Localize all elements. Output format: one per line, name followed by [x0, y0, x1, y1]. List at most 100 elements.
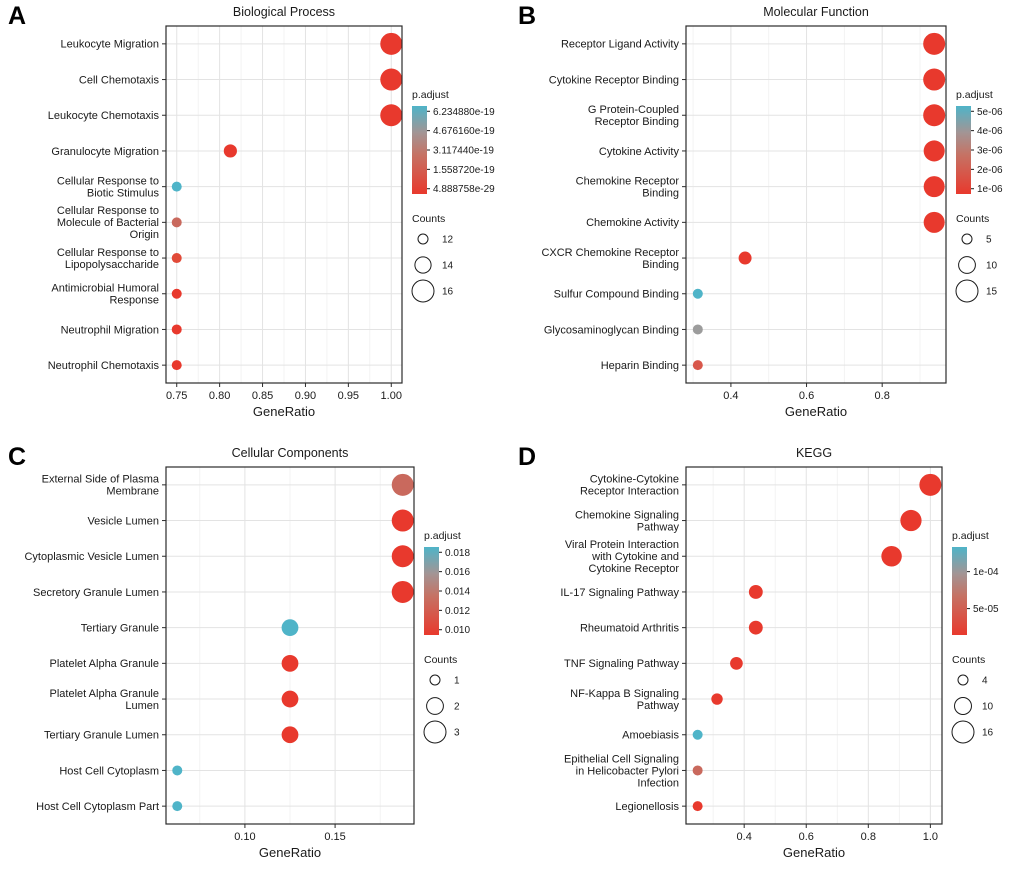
svg-text:Epithelial Cell Signaling: Epithelial Cell Signaling: [564, 753, 679, 765]
svg-text:GeneRatio: GeneRatio: [785, 404, 847, 419]
svg-text:Antimicrobial Humoral: Antimicrobial Humoral: [51, 283, 159, 295]
data-point: [391, 580, 414, 603]
svg-text:Legionellosis: Legionellosis: [615, 801, 679, 813]
svg-text:Leukocyte Chemotaxis: Leukocyte Chemotaxis: [48, 110, 160, 122]
data-point: [923, 176, 945, 198]
data-point: [171, 181, 182, 192]
svg-text:Tertiary Granule Lumen: Tertiary Granule Lumen: [44, 730, 159, 742]
counts-legend-bubble: [961, 233, 973, 245]
svg-text:Cytokine-Cytokine: Cytokine-Cytokine: [590, 474, 679, 486]
svg-text:0.8: 0.8: [861, 831, 876, 843]
axes: 0.75 0.80 0.85 0.90 0.95 1.00 Leukocyte Migrat…: [48, 39, 402, 402]
svg-text:GeneRatio: GeneRatio: [253, 404, 315, 419]
data-point: [281, 726, 299, 744]
gridlines: [166, 26, 402, 383]
data-point: [171, 360, 182, 371]
svg-text:1: 1: [454, 676, 460, 687]
counts-legend-bubble: [414, 256, 432, 274]
data-points: [692, 473, 942, 812]
data-point: [172, 765, 183, 776]
data-point: [171, 217, 182, 228]
svg-text:Leukocyte Migration: Leukocyte Migration: [61, 39, 159, 51]
data-point: [281, 619, 299, 637]
svg-text:15: 15: [986, 287, 998, 298]
svg-text:Granulocyte Migration: Granulocyte Migration: [51, 146, 159, 158]
data-point: [380, 68, 403, 91]
data-point: [919, 473, 942, 496]
padjust-colorbar: [424, 547, 439, 635]
svg-text:Receptor Ligand Activity: Receptor Ligand Activity: [561, 39, 680, 51]
svg-text:2e-06: 2e-06: [977, 165, 1003, 176]
svg-text:0.012: 0.012: [445, 606, 470, 617]
data-point: [738, 251, 752, 265]
svg-text:16: 16: [982, 728, 994, 739]
svg-text:0.6: 0.6: [799, 831, 814, 843]
counts-legend-bubble: [958, 256, 976, 274]
svg-text:Chemokine Receptor: Chemokine Receptor: [576, 175, 680, 187]
svg-text:External Side of Plasma: External Side of Plasma: [42, 474, 160, 486]
counts-legend-bubble: [423, 720, 447, 744]
svg-text:Cellular Components: Cellular Components: [232, 446, 349, 460]
data-point: [391, 545, 414, 568]
svg-text:p.adjust: p.adjust: [412, 89, 449, 101]
svg-text:Molecule of Bacterial: Molecule of Bacterial: [57, 217, 159, 229]
data-points: [171, 32, 403, 371]
svg-text:NF-Kappa B Signaling: NF-Kappa B Signaling: [570, 688, 679, 700]
svg-text:Cellular Response to: Cellular Response to: [57, 205, 159, 217]
svg-text:Cytokine Activity: Cytokine Activity: [599, 146, 680, 158]
data-points: [692, 32, 946, 371]
data-points: [172, 473, 414, 812]
svg-text:10: 10: [982, 702, 994, 713]
plot-border: [685, 25, 947, 384]
panel-label-a: A: [8, 2, 27, 30]
svg-text:Platelet Alpha Granule: Platelet Alpha Granule: [50, 688, 159, 700]
data-point: [881, 546, 902, 567]
data-point: [692, 288, 703, 299]
svg-text:Counts: Counts: [956, 213, 989, 225]
data-point: [923, 140, 945, 162]
svg-text:GeneRatio: GeneRatio: [259, 845, 321, 860]
svg-text:1.558720e-19: 1.558720e-19: [433, 165, 495, 176]
svg-text:Platelet Alpha Granule: Platelet Alpha Granule: [50, 658, 159, 670]
svg-text:Biological Process: Biological Process: [233, 5, 335, 19]
svg-text:0.4: 0.4: [723, 390, 738, 402]
data-point: [380, 104, 403, 127]
svg-text:Host Cell Cytoplasm: Host Cell Cytoplasm: [59, 765, 159, 777]
counts-legend-bubble: [954, 697, 972, 715]
data-point: [692, 324, 703, 335]
svg-text:Lumen: Lumen: [125, 700, 159, 712]
svg-text:Cell Chemotaxis: Cell Chemotaxis: [79, 74, 160, 86]
padjust-colorbar: [952, 547, 967, 635]
svg-text:0.80: 0.80: [209, 390, 230, 402]
svg-text:4e-06: 4e-06: [977, 126, 1003, 137]
svg-text:Host Cell Cytoplasm Part: Host Cell Cytoplasm Part: [36, 801, 159, 813]
svg-text:Cellular Response to: Cellular Response to: [57, 175, 159, 187]
svg-text:14: 14: [442, 261, 454, 272]
svg-text:Heparin Binding: Heparin Binding: [601, 360, 679, 372]
svg-text:Response: Response: [109, 295, 159, 307]
svg-text:5e-05: 5e-05: [973, 604, 999, 615]
molecular-function-dotplot: Molecular Function 0.4 0.6 0.8 Receptor Liga…: [541, 5, 1003, 419]
svg-text:Membrane: Membrane: [106, 486, 159, 498]
data-point: [391, 473, 414, 496]
data-point: [923, 104, 946, 127]
data-point: [223, 144, 237, 158]
svg-text:0.018: 0.018: [445, 548, 470, 559]
legend: p.adjust 5e-06 4e-06 3e-06 2e-06 1e-06 Counts 5…: [955, 89, 1003, 303]
svg-text:p.adjust: p.adjust: [424, 530, 461, 542]
svg-text:p.adjust: p.adjust: [952, 530, 989, 542]
svg-text:0.6: 0.6: [799, 390, 814, 402]
svg-text:0.15: 0.15: [324, 831, 345, 843]
data-point: [923, 211, 945, 233]
padjust-colorbar: [412, 106, 427, 194]
data-point: [692, 765, 703, 776]
plot-border: [685, 466, 943, 825]
data-point: [692, 801, 703, 812]
svg-text:1.00: 1.00: [381, 390, 402, 402]
svg-text:Counts: Counts: [424, 654, 457, 666]
counts-legend-bubble: [955, 279, 979, 303]
svg-text:Tertiary Granule: Tertiary Granule: [81, 622, 159, 634]
svg-text:0.014: 0.014: [445, 587, 470, 598]
